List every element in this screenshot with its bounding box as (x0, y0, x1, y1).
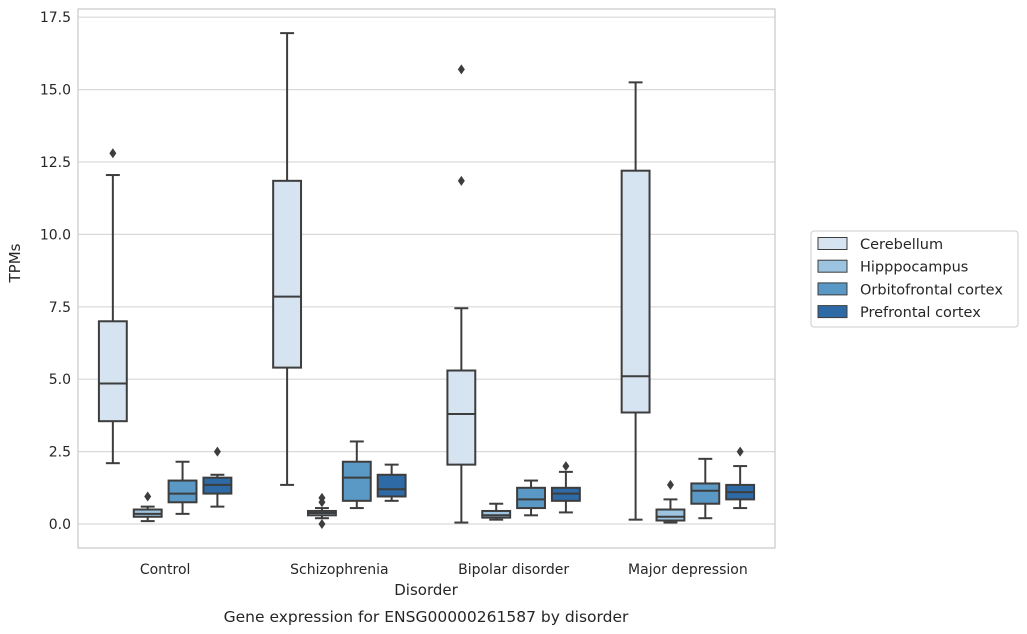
box-hipppocampus (307, 492, 337, 529)
y-tick-label: 5.0 (49, 372, 71, 388)
outlier-point (736, 446, 744, 457)
outlier-point (457, 175, 465, 186)
gridlines (78, 16, 775, 525)
outlier-point (666, 479, 674, 490)
outlier-point (213, 446, 221, 457)
box-hipppocampus (481, 502, 512, 521)
legend-swatch (817, 305, 848, 319)
box-cerebellum (620, 81, 651, 521)
legend-entry: Hipppocampus (860, 260, 968, 276)
legend-entry: Cerebellum (860, 237, 943, 253)
box-iqr (446, 369, 477, 466)
outlier-point (109, 148, 117, 159)
outlier-point (144, 491, 152, 502)
box-prefrontal-cortex (202, 446, 233, 508)
y-tick-label: 2.5 (49, 445, 71, 461)
outlier-point (318, 492, 326, 503)
x-axis-label: Disorder (394, 581, 458, 599)
box-orbitofrontal-cortex (690, 457, 721, 520)
box-orbitofrontal-cortex (516, 479, 546, 517)
box-hipppocampus (132, 491, 163, 523)
x-tick-label: Control (140, 562, 191, 578)
legend: Cerebellum Hipppocampus Orbitofrontal cort… (810, 230, 1019, 328)
plot-frame (77, 8, 776, 549)
legend-swatch (817, 259, 848, 273)
legend-entry: Prefrontal cortex (860, 305, 981, 321)
x-tick-label: Bipolar disorder (458, 562, 569, 578)
box-cerebellum (446, 64, 477, 524)
box-prefrontal-cortex (376, 463, 407, 502)
y-tick-label: 7.5 (49, 300, 71, 316)
box-prefrontal-cortex (725, 446, 756, 510)
box-orbitofrontal-cortex (341, 440, 372, 510)
outlier-point (562, 461, 570, 472)
legend-entry: Orbitofrontal cortex (860, 282, 1003, 298)
legend-swatch (817, 237, 848, 250)
box-iqr (690, 482, 721, 505)
x-tick-label: Schizophrenia (290, 562, 388, 578)
box-prefrontal-cortex (550, 461, 581, 514)
y-tick-label: 10.0 (40, 227, 71, 243)
box-iqr (341, 460, 372, 502)
box-iqr (97, 320, 128, 423)
y-tick-label: 0.0 (49, 517, 71, 533)
x-tick-label: Major depression (628, 562, 748, 578)
box-groups (97, 32, 756, 529)
y-tick-label: 12.5 (40, 155, 71, 171)
box-hipppocampus (655, 479, 686, 524)
legend-frame (810, 230, 1019, 328)
y-tick-label: 17.5 (40, 10, 71, 26)
y-tick-labels: 0.0 2.5 5.0 7.5 10.0 12.5 15.0 17.5 (40, 10, 71, 533)
box-iqr (167, 479, 198, 504)
box-cerebellum (272, 32, 303, 486)
y-axis-label: TPMs (6, 243, 24, 283)
box-iqr (620, 169, 651, 414)
legend-swatch (817, 282, 848, 296)
box-cerebellum (97, 148, 128, 465)
box-iqr (516, 486, 546, 510)
y-tick-label: 15.0 (40, 83, 71, 99)
box-iqr (376, 473, 407, 498)
x-tick-labels: Control Schizophrenia Bipolar disorder Majo… (140, 562, 748, 578)
outlier-point (318, 519, 326, 529)
outlier-point (457, 64, 465, 75)
box-iqr (655, 508, 686, 522)
box-orbitofrontal-cortex (167, 460, 198, 515)
chart-caption: Gene expression for ENSG00000261587 by d… (224, 608, 629, 626)
box-iqr (481, 509, 512, 519)
box-iqr (272, 179, 303, 369)
